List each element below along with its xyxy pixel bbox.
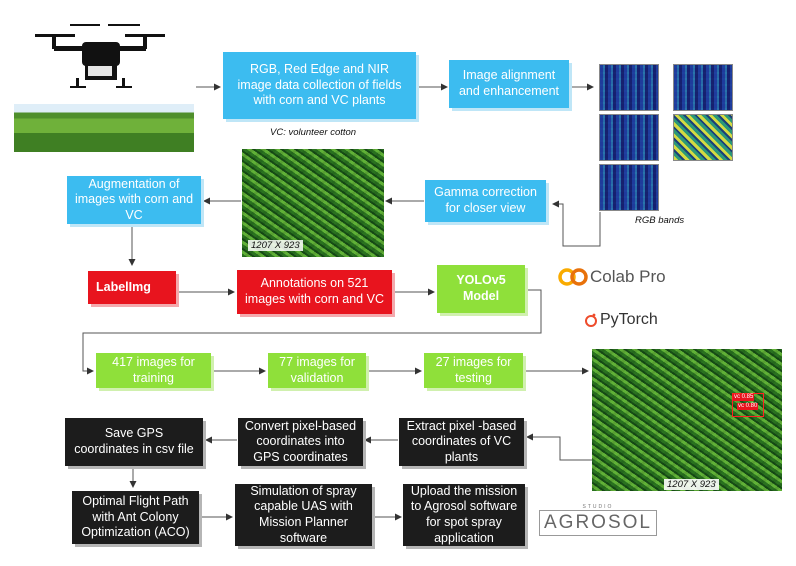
upload-mission-box: Upload the mission to Agrosol software f… (403, 484, 525, 546)
detection-result-image: vc 0.85 vc 0.80 (592, 349, 782, 491)
augmentation-box: Augmentation of images with corn and VC (67, 176, 201, 224)
colab-pro-label: Colab Pro (590, 267, 666, 286)
arrow-bands-to-gamma (552, 200, 601, 247)
save-gps-box: Save GPS coordinates in csv file (65, 418, 203, 466)
yolo-model-box: YOLOv5 Model (437, 265, 525, 313)
pytorch-logo: PyTorch (584, 311, 658, 329)
simulation-box: Simulation of spray capable UAS with Mis… (235, 484, 372, 546)
agrosol-label: AGROSOL (539, 510, 657, 536)
drone-icon (35, 24, 165, 88)
pytorch-label: PyTorch (600, 311, 658, 328)
band-image-3 (599, 114, 659, 161)
vc-note: VC: volunteer cotton (270, 127, 357, 138)
detection-label-2: vc 0.80 (737, 403, 759, 410)
field-photo (14, 104, 194, 152)
detection-label-1: vc 0.85 (733, 394, 755, 401)
validation-box: 77 images for validation (268, 353, 366, 388)
band-image-4 (673, 114, 733, 161)
training-box: 417 images for training (96, 353, 211, 388)
detection-box-1: vc 0.85 vc 0.80 (732, 393, 764, 417)
corn-image (242, 149, 384, 257)
image-resolution-1: 1207 X 923 (248, 240, 303, 251)
annotations-box: Annotations on 521 images with corn and … (237, 270, 392, 314)
band-image-1 (599, 64, 659, 111)
gamma-correction-box: Gamma correction for closer view (425, 180, 546, 222)
agrosol-logo: STUDIO AGROSOL (539, 504, 657, 536)
band-image-2 (673, 64, 733, 111)
pytorch-icon (585, 313, 597, 327)
extract-coordinates-box: Extract pixel -based coordinates of VC p… (399, 418, 524, 466)
data-collection-box: RGB, Red Edge and NIR image data collect… (223, 52, 416, 119)
colab-pro-logo: Colab Pro (558, 267, 666, 287)
rgb-bands-caption: RGB bands (635, 215, 685, 226)
convert-coordinates-box: Convert pixel-based coordinates into GPS… (238, 418, 363, 466)
alignment-box: Image alignment and enhancement (449, 60, 569, 108)
image-resolution-2: 1207 X 923 (664, 479, 719, 490)
flight-path-box: Optimal Flight Path with Ant Colony Opti… (72, 491, 199, 544)
labelimg-box: LabelImg (88, 271, 176, 304)
agrosol-small-label: STUDIO (582, 504, 614, 510)
colab-icon (558, 268, 588, 286)
arrow-yolo-to-training (82, 289, 542, 375)
testing-box: 27 images for testing (424, 353, 523, 388)
band-image-5 (599, 164, 659, 211)
